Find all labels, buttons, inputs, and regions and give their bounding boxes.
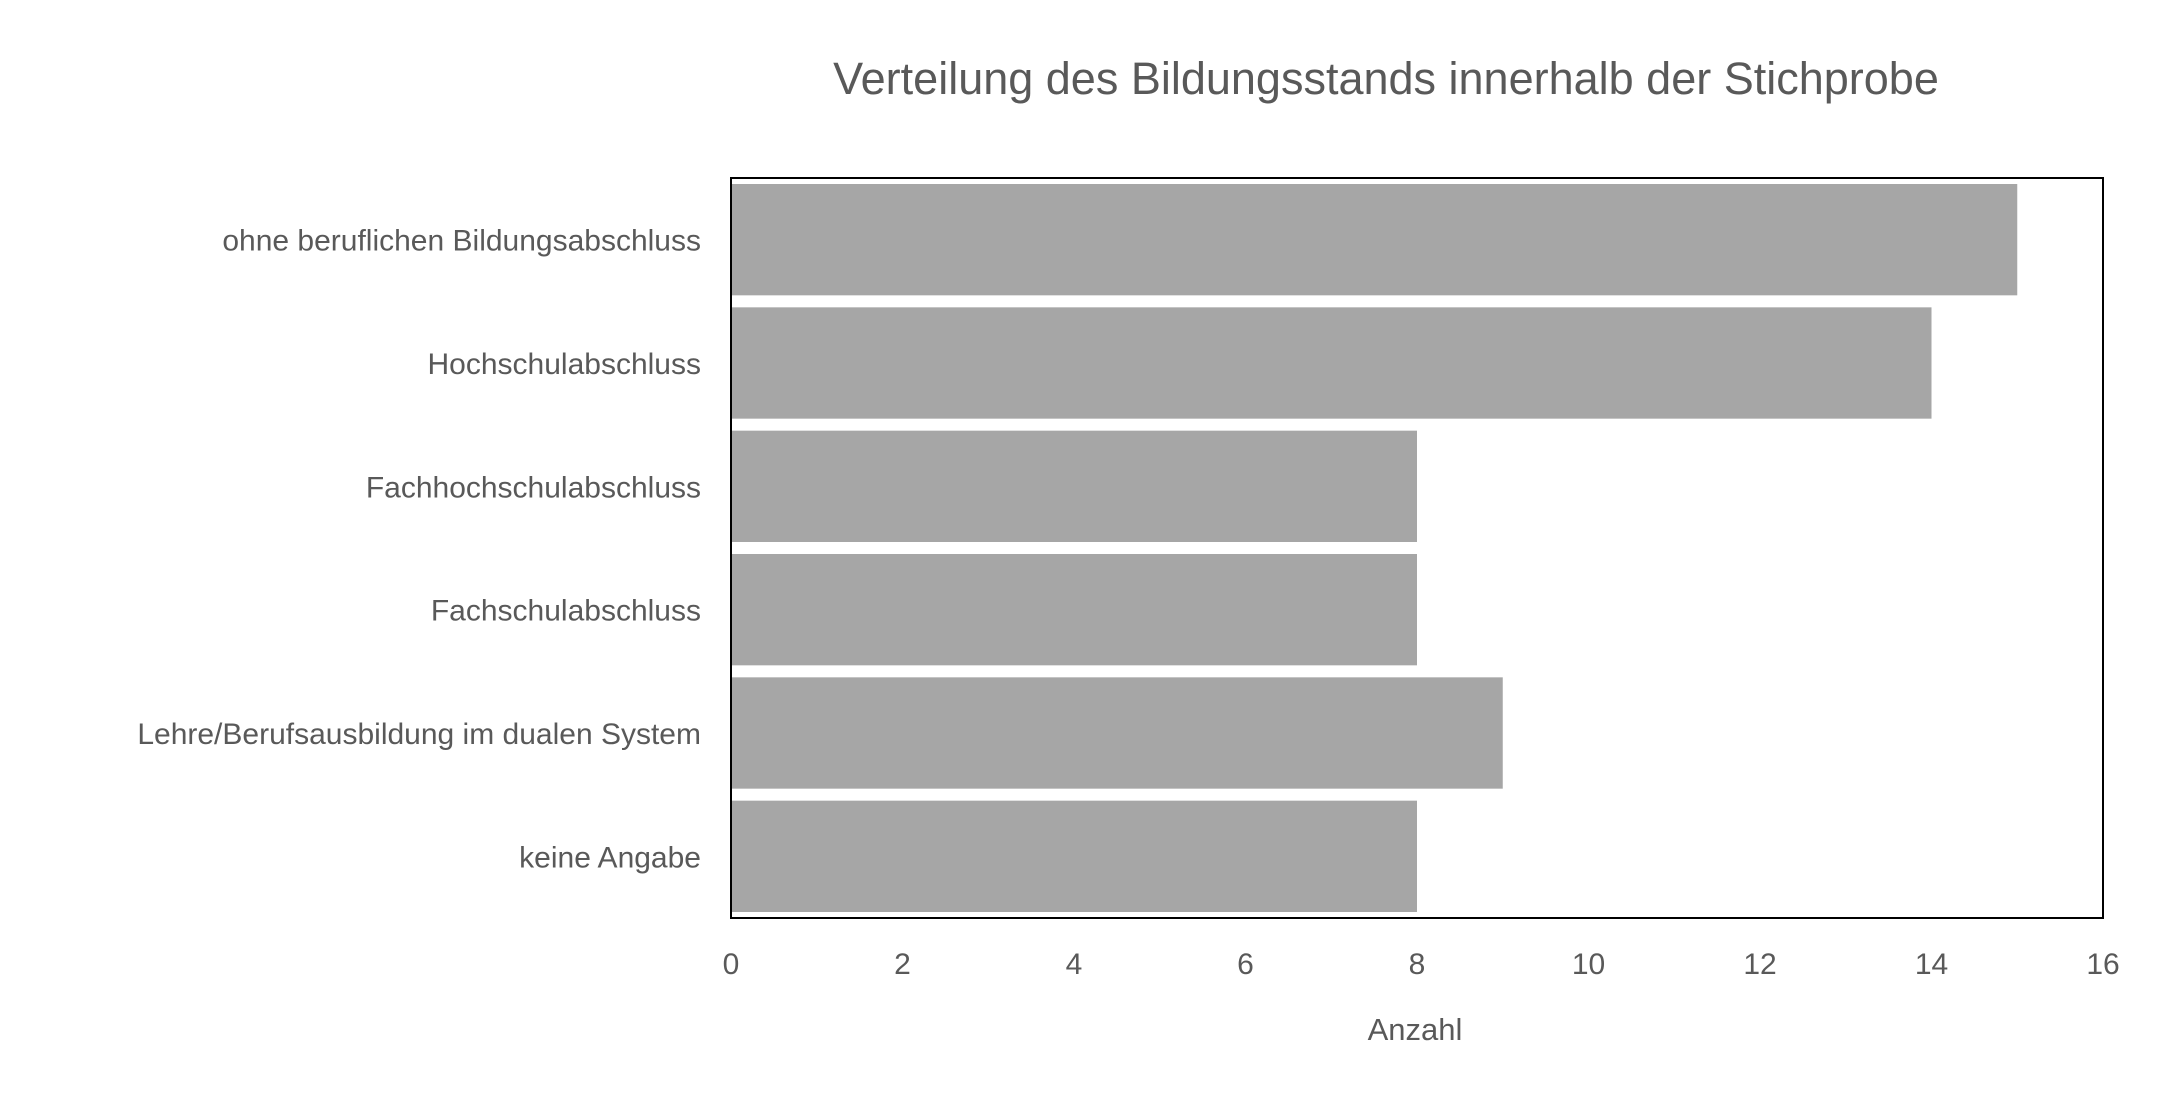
bars-group [731,184,2018,912]
category-label-5: keine Angabe [519,841,701,874]
chart-title: Verteilung des Bildungsstands innerhalb … [833,53,1939,104]
x-tick-label-7: 14 [1915,948,1948,981]
bar-3 [731,554,1417,666]
category-label-3: Fachschulabschluss [431,595,701,628]
x-tick-label-4: 8 [1409,948,1426,981]
category-label-0: ohne beruflichen Bildungsabschluss [222,225,701,258]
bar-2 [731,430,1417,542]
category-label-2: Fachhochschulabschluss [366,471,701,504]
x-tick-label-2: 4 [1066,948,1083,981]
category-labels: ohne beruflichen Bildungsabschluss Hochsc… [137,225,701,875]
category-label-4: Lehre/Berufsausbildung im dualen System [137,718,701,751]
x-tick-label-8: 16 [2086,948,2119,981]
x-tick-label-0: 0 [723,948,740,981]
bar-1 [731,307,1932,419]
x-tick-label-1: 2 [894,948,911,981]
x-axis-tick-labels: 0 2 4 6 8 10 12 14 16 [723,948,2120,981]
bar-5 [731,800,1417,912]
x-tick-label-3: 6 [1237,948,1254,981]
x-axis-title: Anzahl [1368,1012,1463,1047]
bar-0 [731,184,2018,296]
x-tick-label-5: 10 [1572,948,1605,981]
plot-area-frame [730,177,2104,919]
x-tick-label-6: 12 [1743,948,1776,981]
category-label-1: Hochschulabschluss [428,348,701,381]
bar-4 [731,677,1503,789]
